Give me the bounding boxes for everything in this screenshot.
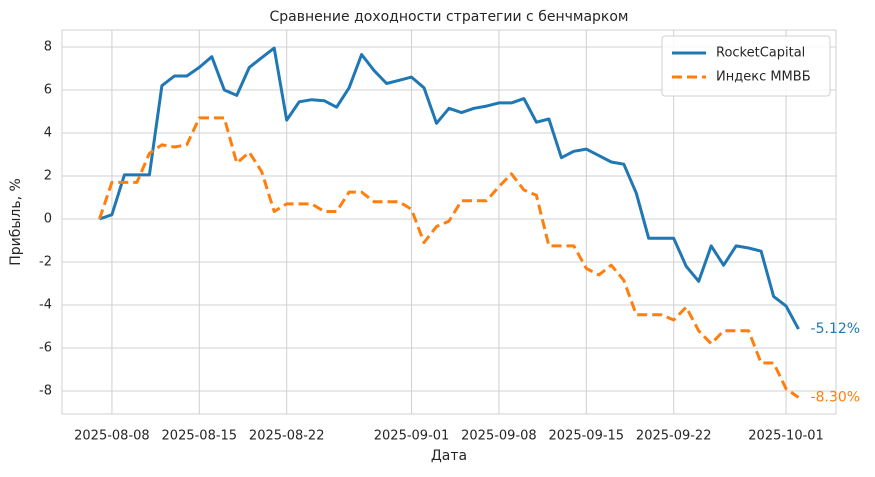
x-tick-label: 2025-08-08 — [74, 429, 150, 444]
series-line — [99, 46, 800, 330]
chart-title: Сравнение доходности стратегии с бенчмар… — [270, 9, 629, 25]
legend-label: Индекс ММВБ — [716, 70, 811, 85]
y-axis-label: Прибыль, % — [8, 178, 24, 266]
x-tick-label: 2025-09-01 — [374, 429, 450, 444]
y-tick-label: -8 — [39, 383, 52, 398]
x-tick-label: 2025-08-22 — [249, 429, 325, 444]
x-tick-label: 2025-08-15 — [162, 429, 238, 444]
end-label: -8.30% — [811, 389, 861, 405]
x-tick-label: 2025-09-22 — [636, 429, 712, 444]
plot-frame — [61, 29, 837, 415]
end-label: -5.12% — [811, 321, 861, 337]
legend-label: RocketCapital — [716, 46, 805, 61]
y-tick-label: 2 — [44, 168, 52, 183]
x-tick-label: 2025-10-01 — [748, 429, 824, 444]
y-tick-label: -4 — [39, 297, 52, 312]
x-tick-label: 2025-09-15 — [549, 429, 625, 444]
legend-box — [661, 35, 831, 97]
x-axis-label: Дата — [431, 448, 467, 464]
y-tick-label: -6 — [39, 340, 52, 355]
y-tick-label: 6 — [44, 82, 52, 97]
x-tick-label: 2025-09-08 — [461, 429, 537, 444]
y-tick-label: 8 — [44, 39, 52, 54]
y-tick-label: 0 — [44, 211, 52, 226]
y-tick-label: 4 — [44, 125, 52, 140]
series-line — [98, 116, 800, 399]
y-tick-label: -2 — [39, 254, 52, 269]
